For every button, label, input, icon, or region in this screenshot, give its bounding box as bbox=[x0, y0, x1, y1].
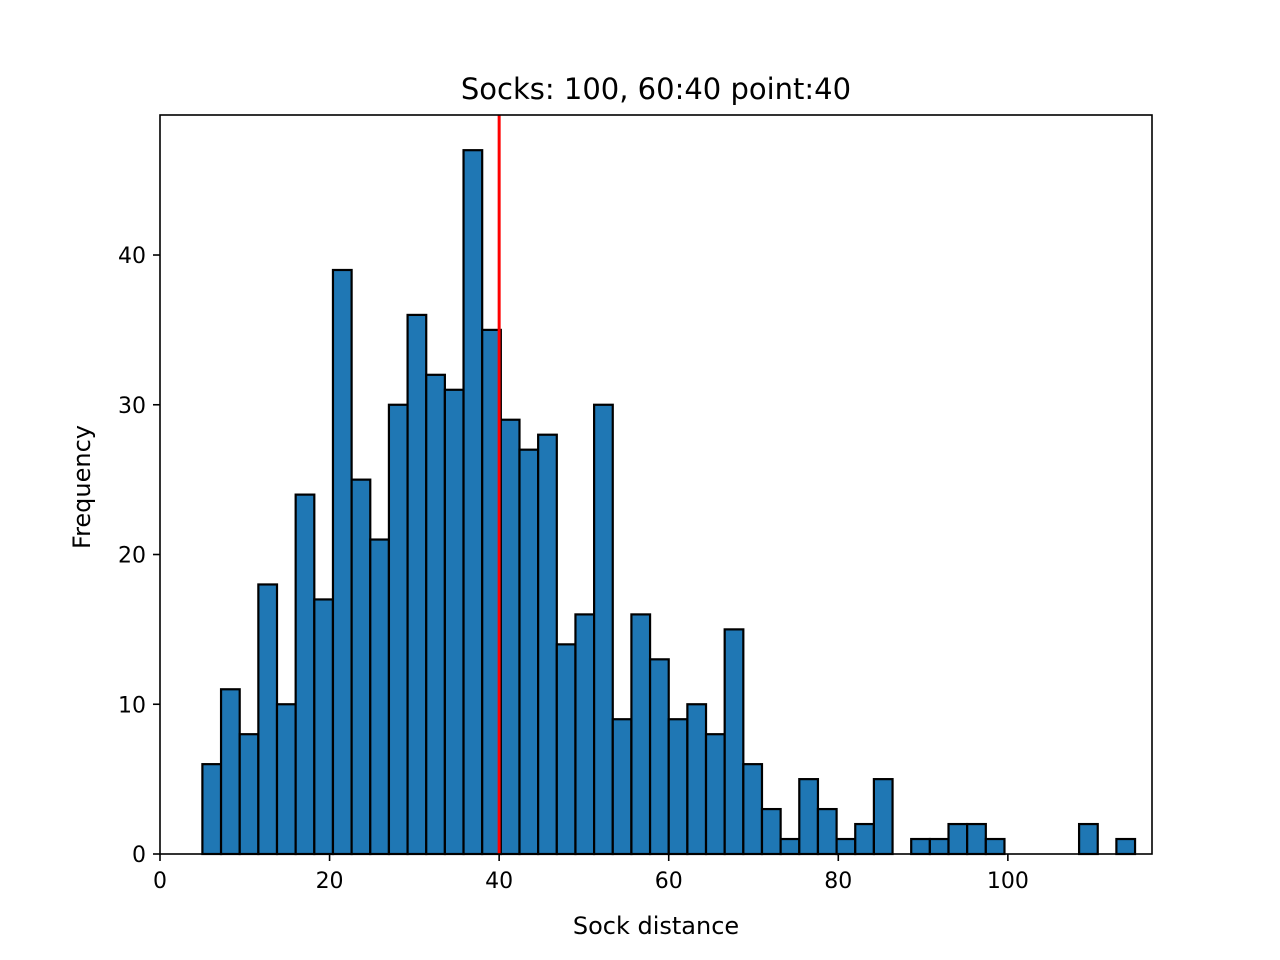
histogram-bar bbox=[686, 703, 708, 856]
x-axis-ticks: 0 20 40 60 80 100 bbox=[153, 854, 1029, 894]
histogram-bar bbox=[443, 388, 465, 856]
histogram-bar bbox=[928, 837, 950, 856]
histogram-bar bbox=[350, 478, 372, 856]
chart-title: Socks: 100, 60:40 point:40 bbox=[461, 72, 851, 106]
histogram-bar bbox=[1115, 837, 1137, 856]
histogram-bar bbox=[275, 703, 297, 856]
histogram-bar bbox=[966, 822, 987, 856]
histogram-bar bbox=[387, 403, 409, 856]
y-tick-label: 10 bbox=[118, 693, 146, 718]
histogram-bar bbox=[910, 837, 931, 856]
histogram-bar bbox=[854, 822, 876, 856]
histogram-bar bbox=[462, 149, 484, 856]
histogram-bar bbox=[593, 403, 614, 856]
histogram-bar bbox=[798, 778, 820, 856]
histogram-bar bbox=[331, 268, 353, 856]
histogram-bar bbox=[667, 718, 689, 856]
histogram-bar bbox=[835, 837, 857, 856]
histogram-bar bbox=[425, 373, 446, 856]
histogram-bar bbox=[406, 313, 428, 856]
histogram-bar bbox=[742, 763, 764, 856]
histogram-bar bbox=[779, 837, 801, 856]
y-tick-label: 40 bbox=[118, 244, 146, 269]
histogram-bar bbox=[313, 598, 335, 856]
y-tick-label: 30 bbox=[118, 394, 146, 419]
histogram-bar bbox=[518, 448, 540, 856]
histogram-bar bbox=[1077, 822, 1099, 856]
histogram-bar bbox=[499, 418, 521, 856]
y-tick-label: 20 bbox=[118, 544, 146, 569]
y-tick-label: 0 bbox=[132, 843, 146, 868]
histogram-bar bbox=[537, 433, 558, 856]
histogram-bar bbox=[611, 718, 633, 856]
histogram-bar bbox=[219, 688, 241, 856]
histogram-bar bbox=[723, 628, 745, 856]
x-tick-label: 60 bbox=[655, 869, 683, 894]
histogram-bar bbox=[257, 583, 279, 856]
x-tick-label: 100 bbox=[987, 869, 1029, 894]
x-axis-label: Sock distance bbox=[573, 912, 739, 940]
y-axis-ticks: 0 10 20 30 40 bbox=[118, 244, 160, 868]
histogram-bar bbox=[555, 643, 577, 856]
histogram-bar bbox=[648, 658, 670, 856]
histogram-bar bbox=[201, 763, 223, 856]
histogram-bar bbox=[369, 538, 391, 856]
x-tick-label: 20 bbox=[316, 869, 344, 894]
plot-frame bbox=[159, 114, 1153, 855]
histogram-bar bbox=[238, 733, 260, 856]
histogram-bar bbox=[704, 733, 726, 856]
histogram-bar bbox=[630, 613, 652, 856]
histogram-bar bbox=[294, 493, 316, 856]
histogram-bar bbox=[947, 822, 969, 856]
histogram-bar bbox=[574, 613, 596, 856]
y-axis-label: Frequency bbox=[68, 425, 96, 549]
x-tick-label: 0 bbox=[153, 869, 167, 894]
histogram-bar bbox=[872, 778, 894, 856]
histogram-bar bbox=[760, 807, 782, 856]
histogram-bar bbox=[816, 807, 838, 856]
x-tick-label: 80 bbox=[824, 869, 852, 894]
x-tick-label: 40 bbox=[485, 869, 513, 894]
histogram-bar bbox=[984, 837, 1006, 856]
